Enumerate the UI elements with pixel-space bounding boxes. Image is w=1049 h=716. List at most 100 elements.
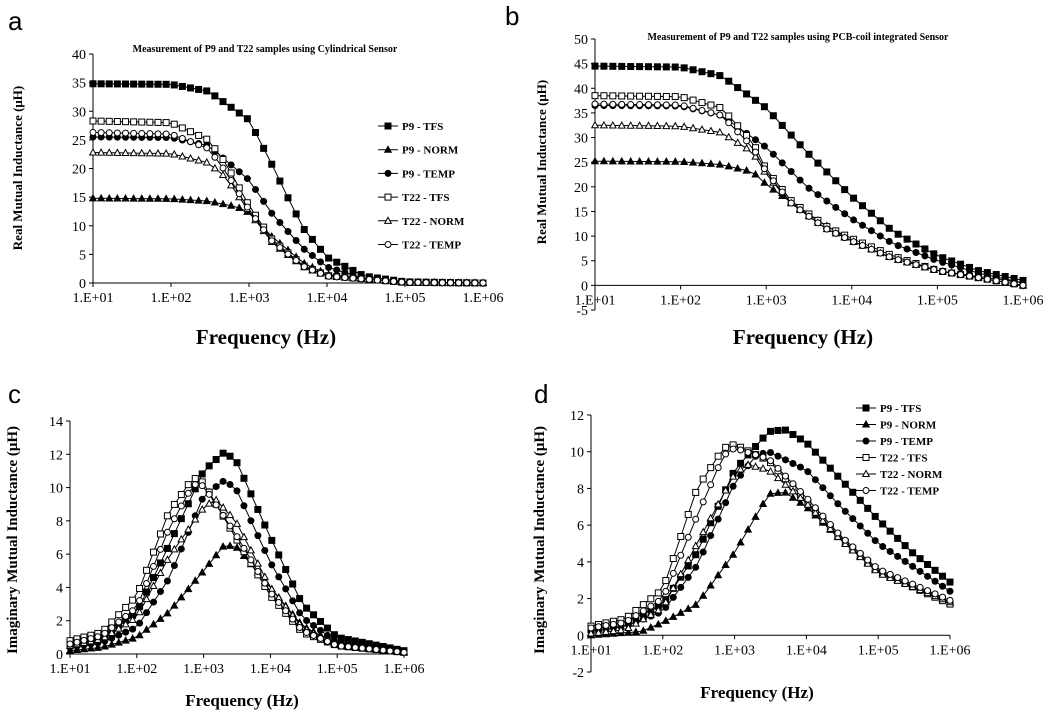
data-point: [699, 591, 708, 599]
data-point: [129, 148, 138, 157]
data-point: [260, 226, 268, 234]
data-point: [635, 121, 644, 129]
chart-panel-a: a Measurement of P9 and T22 samples using…: [8, 6, 503, 349]
data-point: [146, 80, 154, 88]
data-point: [789, 480, 797, 488]
y-tick-label: 10: [574, 230, 588, 245]
data-point: [788, 486, 798, 495]
data-point: [170, 120, 178, 128]
data-point: [901, 577, 909, 585]
data-point: [671, 101, 679, 109]
data-point: [787, 199, 795, 207]
data-point: [832, 203, 840, 211]
data-point: [590, 156, 600, 165]
data-point: [129, 625, 137, 633]
data-point: [849, 488, 857, 496]
data-point: [130, 80, 138, 88]
data-point: [88, 147, 98, 156]
data-point: [699, 498, 707, 506]
data-point: [211, 92, 219, 100]
data-point: [931, 566, 939, 574]
data-point: [948, 261, 956, 269]
data-point: [303, 629, 311, 637]
data-point: [767, 457, 774, 465]
data-point: [73, 638, 81, 646]
data-point: [834, 472, 842, 480]
data-point: [796, 176, 804, 184]
data-point: [422, 279, 430, 287]
data-point: [692, 551, 700, 559]
data-point: [600, 100, 608, 108]
data-point: [225, 510, 235, 519]
data-point: [721, 560, 730, 569]
data-point: [128, 634, 137, 642]
data-point: [337, 642, 345, 650]
x-tick-label: 1.E+03: [183, 662, 224, 677]
data-point: [156, 588, 164, 596]
data-point: [177, 502, 185, 510]
legend-marker: [384, 241, 392, 248]
data-point: [849, 543, 857, 551]
data-point: [289, 597, 297, 605]
data-point: [781, 488, 790, 496]
x-tick-label: 1.E+05: [917, 293, 958, 308]
data-point: [282, 565, 290, 573]
data-point: [916, 555, 924, 563]
data-point: [479, 279, 487, 287]
data-point: [819, 456, 827, 464]
legend-label: T22 - TEMP: [402, 240, 461, 252]
data-point: [814, 159, 822, 167]
data-point: [142, 625, 151, 633]
data-point: [218, 503, 228, 511]
data-point: [722, 450, 730, 458]
legend-item: T22 - NORM: [378, 216, 465, 228]
data-point: [737, 471, 745, 479]
data-point: [108, 634, 116, 642]
series-t22-norm: [65, 495, 409, 656]
data-point: [317, 245, 324, 253]
y-tick-label: 10: [72, 220, 86, 235]
data-point: [716, 72, 724, 80]
data-point: [722, 499, 730, 507]
data-point: [105, 193, 114, 202]
data-point: [310, 632, 318, 640]
data-point: [676, 608, 685, 616]
legend-item: T22 - TFS: [856, 453, 927, 465]
data-point: [662, 587, 670, 595]
x-tick-label: 1.E+01: [571, 643, 612, 658]
data-point: [226, 480, 234, 488]
data-point: [233, 487, 241, 495]
data-point: [178, 135, 186, 143]
data-point: [162, 130, 170, 138]
data-point: [333, 273, 341, 281]
data-point: [894, 230, 902, 238]
data-point: [1010, 280, 1018, 288]
data-point: [631, 619, 641, 627]
data-point: [105, 129, 113, 137]
data-point: [671, 121, 680, 130]
data-point: [879, 542, 887, 550]
data-point: [680, 102, 688, 110]
data-point: [455, 279, 463, 287]
data-point: [122, 603, 130, 611]
legend-item: T22 - TEMP: [378, 240, 461, 252]
data-point: [268, 590, 276, 598]
data-point: [357, 275, 365, 283]
data-point: [154, 80, 162, 88]
data-point: [724, 161, 733, 170]
data-point: [645, 92, 652, 100]
data-point: [235, 168, 243, 176]
data-point: [150, 574, 157, 582]
data-point: [671, 93, 679, 101]
data-point: [308, 266, 316, 274]
data-point: [859, 242, 866, 250]
data-point: [122, 118, 129, 126]
data-point: [135, 630, 144, 639]
data-point: [252, 215, 259, 223]
data-point: [781, 456, 789, 464]
data-point: [170, 81, 178, 89]
y-tick-label: 2: [56, 615, 63, 630]
data-point: [178, 124, 186, 132]
data-point: [276, 218, 284, 226]
